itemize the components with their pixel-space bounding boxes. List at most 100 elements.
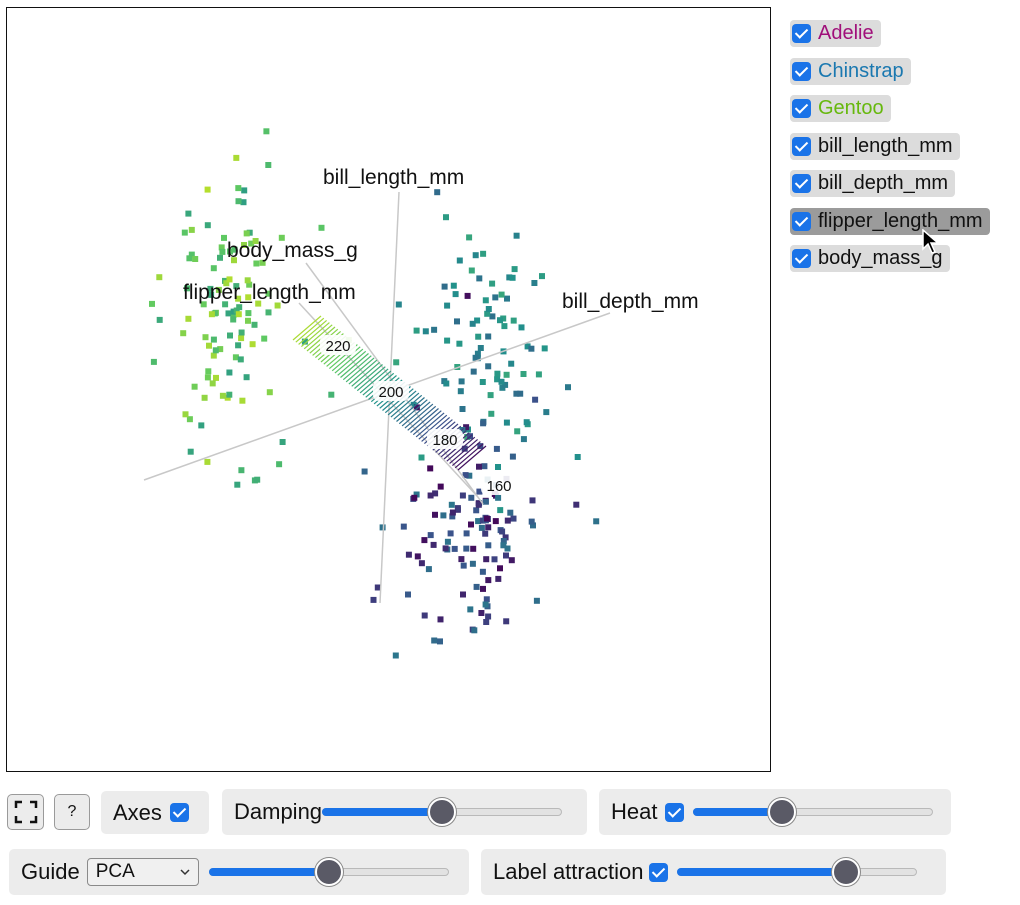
data-point xyxy=(219,392,226,399)
data-point xyxy=(479,379,486,385)
legend-item-chinstrap[interactable]: Chinstrap xyxy=(790,57,911,85)
data-point xyxy=(482,601,489,608)
hatch-mark xyxy=(410,408,439,433)
heat-panel: Heat xyxy=(599,789,951,835)
axis-label-bill-depth[interactable]: bill_depth_mm xyxy=(562,290,699,313)
guide-select[interactable]: PCA xyxy=(86,858,199,886)
data-point xyxy=(239,397,246,404)
legend-checkbox[interactable] xyxy=(792,24,811,43)
legend-checkbox[interactable] xyxy=(792,61,811,81)
data-point xyxy=(502,534,509,541)
axis-label-body-mass[interactable]: body_mass_g xyxy=(227,239,358,262)
legend-checkbox[interactable] xyxy=(792,211,811,231)
data-point xyxy=(482,530,489,537)
data-point xyxy=(182,411,189,418)
data-point xyxy=(243,230,250,237)
data-point xyxy=(470,368,477,375)
legend-checkbox[interactable] xyxy=(792,99,811,118)
data-point xyxy=(427,532,434,539)
label-attraction-slider[interactable] xyxy=(677,857,918,887)
label-attraction-checkbox[interactable] xyxy=(649,862,669,882)
tick-labels: 220 200 180 160 xyxy=(320,335,517,495)
data-point xyxy=(464,292,471,299)
axes-checkbox[interactable] xyxy=(169,803,189,822)
data-point xyxy=(523,419,530,426)
data-point xyxy=(489,313,496,320)
damping-slider[interactable] xyxy=(322,797,563,827)
data-point xyxy=(517,390,524,397)
damping-slider-thumb[interactable] xyxy=(428,798,457,826)
tick-label-160: 160 xyxy=(486,478,511,495)
hatch-mark xyxy=(295,317,325,343)
data-point xyxy=(499,528,506,535)
legend-checkbox[interactable] xyxy=(792,174,811,193)
data-point xyxy=(502,381,509,388)
data-point xyxy=(508,557,515,564)
data-point xyxy=(261,335,268,342)
projection-plot[interactable]: 220 200 180 160 bill_length_mm body_mass… xyxy=(6,7,771,772)
data-point xyxy=(485,363,492,370)
data-point xyxy=(204,222,211,229)
data-point xyxy=(531,280,538,286)
guide-slider-thumb[interactable] xyxy=(314,858,343,886)
legend-item-bill-length-mm[interactable]: bill_length_mm xyxy=(790,132,960,160)
data-point xyxy=(238,329,245,336)
hatch-mark xyxy=(342,355,372,381)
data-point xyxy=(476,463,482,470)
data-point xyxy=(246,281,253,288)
heat-slider[interactable] xyxy=(693,797,934,827)
data-point xyxy=(449,509,456,516)
data-point xyxy=(198,422,205,429)
fullscreen-button[interactable] xyxy=(7,794,44,830)
data-point xyxy=(478,610,485,616)
data-point xyxy=(500,538,507,544)
data-point xyxy=(421,612,428,619)
data-point xyxy=(474,317,481,324)
data-point xyxy=(511,266,518,273)
data-point xyxy=(266,389,273,396)
data-point xyxy=(431,637,438,644)
legend-item-adelie[interactable]: Adelie xyxy=(790,20,881,47)
data-point xyxy=(254,476,261,483)
data-point xyxy=(504,545,511,552)
data-point xyxy=(227,248,233,255)
data-point xyxy=(518,324,525,331)
damping-label: Damping xyxy=(234,799,323,824)
legend-item-body-mass-g[interactable]: body_mass_g xyxy=(790,245,950,272)
data-point xyxy=(528,518,535,525)
legend-item-gentoo[interactable]: Gentoo xyxy=(790,95,891,122)
label-attraction-slider-thumb[interactable] xyxy=(832,858,861,886)
axis-label-flipper-length[interactable]: flipper_length_mm xyxy=(183,281,356,304)
data-point xyxy=(318,224,325,231)
data-point xyxy=(485,306,492,312)
data-point xyxy=(241,187,248,194)
legend-checkbox[interactable] xyxy=(792,136,811,156)
help-button[interactable]: ? xyxy=(54,794,90,830)
data-point xyxy=(457,388,464,395)
label-attraction-panel: Label attraction xyxy=(481,849,946,895)
legend-item-flipper-length-mm[interactable]: flipper_length_mm xyxy=(790,207,990,235)
data-point xyxy=(186,416,193,423)
data-point xyxy=(458,378,465,385)
data-point xyxy=(477,345,484,351)
heat-slider-thumb[interactable] xyxy=(767,798,796,826)
legend-item-bill-depth-mm[interactable]: bill_depth_mm xyxy=(790,170,956,197)
data-point xyxy=(495,575,502,582)
tick-label-200: 200 xyxy=(378,384,403,401)
data-point xyxy=(494,376,501,383)
data-point xyxy=(233,307,240,314)
data-point xyxy=(231,257,237,264)
data-point xyxy=(513,390,520,397)
data-point xyxy=(210,352,217,359)
data-point xyxy=(202,334,209,341)
axis-label-bill-length[interactable]: bill_length_mm xyxy=(323,166,464,189)
data-point xyxy=(442,545,449,552)
data-point xyxy=(238,335,245,342)
guide-slider[interactable] xyxy=(208,857,449,887)
data-point xyxy=(149,300,155,307)
legend-checkbox[interactable] xyxy=(792,249,811,268)
data-point xyxy=(156,316,163,323)
heat-checkbox[interactable] xyxy=(665,802,685,822)
data-point xyxy=(244,277,251,284)
data-point xyxy=(463,530,470,537)
